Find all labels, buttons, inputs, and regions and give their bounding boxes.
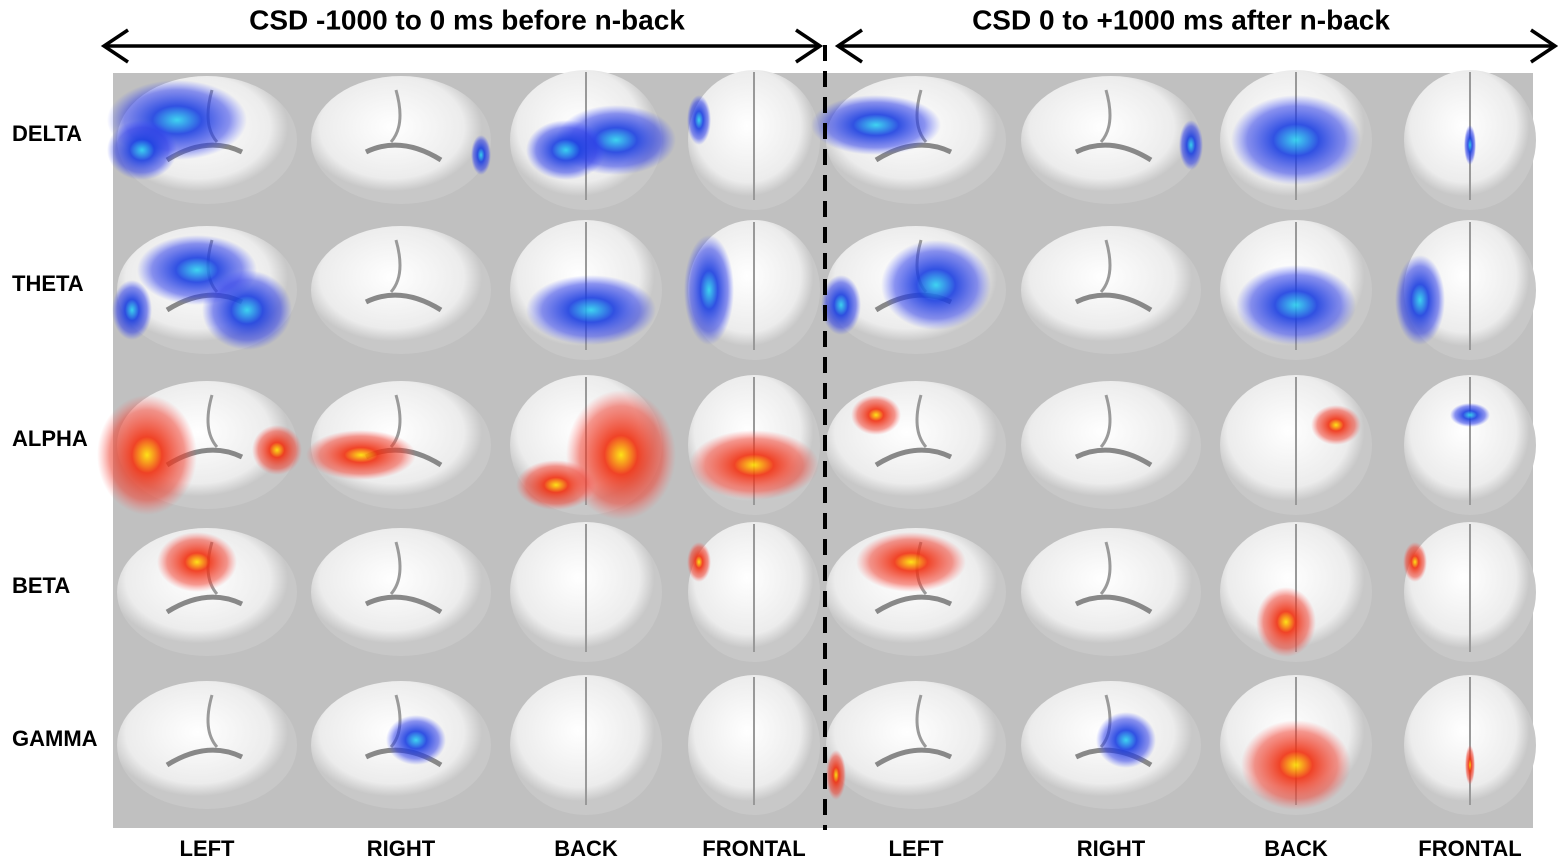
figure: CSD -1000 to 0 ms before n-back CSD 0 to…: [0, 0, 1558, 863]
brain-outline: [826, 381, 1006, 509]
activation: [811, 95, 941, 155]
brain: [688, 675, 820, 815]
column-label: FRONTAL: [1418, 836, 1521, 861]
brain: [311, 528, 491, 656]
brain: [826, 681, 1006, 809]
brain: [826, 381, 1006, 509]
activation: [687, 95, 711, 145]
activation: [202, 270, 292, 350]
brain: [1021, 381, 1201, 509]
brain: [1220, 375, 1372, 515]
brain-outline: [311, 226, 491, 354]
brain: [510, 675, 662, 815]
brain: [1021, 76, 1201, 204]
brain: [688, 522, 820, 662]
activation: [1179, 120, 1203, 170]
column-label: FRONTAL: [702, 836, 805, 861]
activation: [1465, 745, 1475, 785]
column-label: LEFT: [180, 836, 236, 861]
column-label: RIGHT: [1077, 836, 1146, 861]
activation: [851, 395, 901, 435]
brain: [1404, 375, 1536, 515]
panel-title: CSD -1000 to 0 ms before n-back: [249, 4, 685, 35]
activation: [1236, 265, 1356, 345]
activation: [252, 425, 302, 475]
activation: [112, 280, 152, 340]
activation: [1256, 587, 1316, 657]
activation: [1403, 542, 1427, 582]
activation: [826, 750, 846, 800]
brain: [1404, 522, 1536, 662]
activation: [1464, 125, 1476, 165]
brain-outline: [311, 76, 491, 204]
brain-outline: [1021, 381, 1201, 509]
activation: [1096, 712, 1156, 768]
activation: [1450, 403, 1490, 427]
activation: [1241, 720, 1351, 810]
column-label: RIGHT: [367, 836, 436, 861]
activation: [684, 235, 734, 345]
activation: [1231, 95, 1361, 185]
activation: [1395, 255, 1445, 345]
brain-outline: [1021, 226, 1201, 354]
row-label: THETA: [12, 271, 84, 296]
activation: [306, 430, 416, 480]
row-label: GAMMA: [12, 726, 98, 751]
row-label: ALPHA: [12, 426, 88, 451]
column-label: BACK: [1264, 836, 1328, 861]
brain-outline: [1021, 76, 1201, 204]
activation: [107, 120, 177, 180]
activation: [526, 120, 606, 180]
activation: [526, 275, 656, 345]
activation: [689, 430, 819, 500]
brain-outline: [117, 681, 297, 809]
activation: [1311, 405, 1361, 445]
brain: [311, 226, 491, 354]
activation: [471, 135, 491, 175]
column-label: LEFT: [889, 836, 945, 861]
brain: [117, 681, 297, 809]
panel-title: CSD 0 to +1000 ms after n-back: [972, 4, 1390, 35]
brain: [688, 70, 820, 210]
activation: [881, 240, 991, 330]
activation: [856, 532, 966, 592]
activation: [386, 715, 446, 765]
activation: [97, 395, 197, 515]
brain-outline: [826, 681, 1006, 809]
brain: [311, 76, 491, 204]
brain-outline: [1021, 528, 1201, 656]
row-label: BETA: [12, 573, 70, 598]
activation: [157, 532, 237, 592]
row-label: DELTA: [12, 121, 82, 146]
column-label: BACK: [554, 836, 618, 861]
brain: [1021, 226, 1201, 354]
activation: [516, 460, 596, 510]
activation: [687, 542, 711, 582]
brain: [1021, 528, 1201, 656]
brain-outline: [311, 528, 491, 656]
brain: [510, 522, 662, 662]
